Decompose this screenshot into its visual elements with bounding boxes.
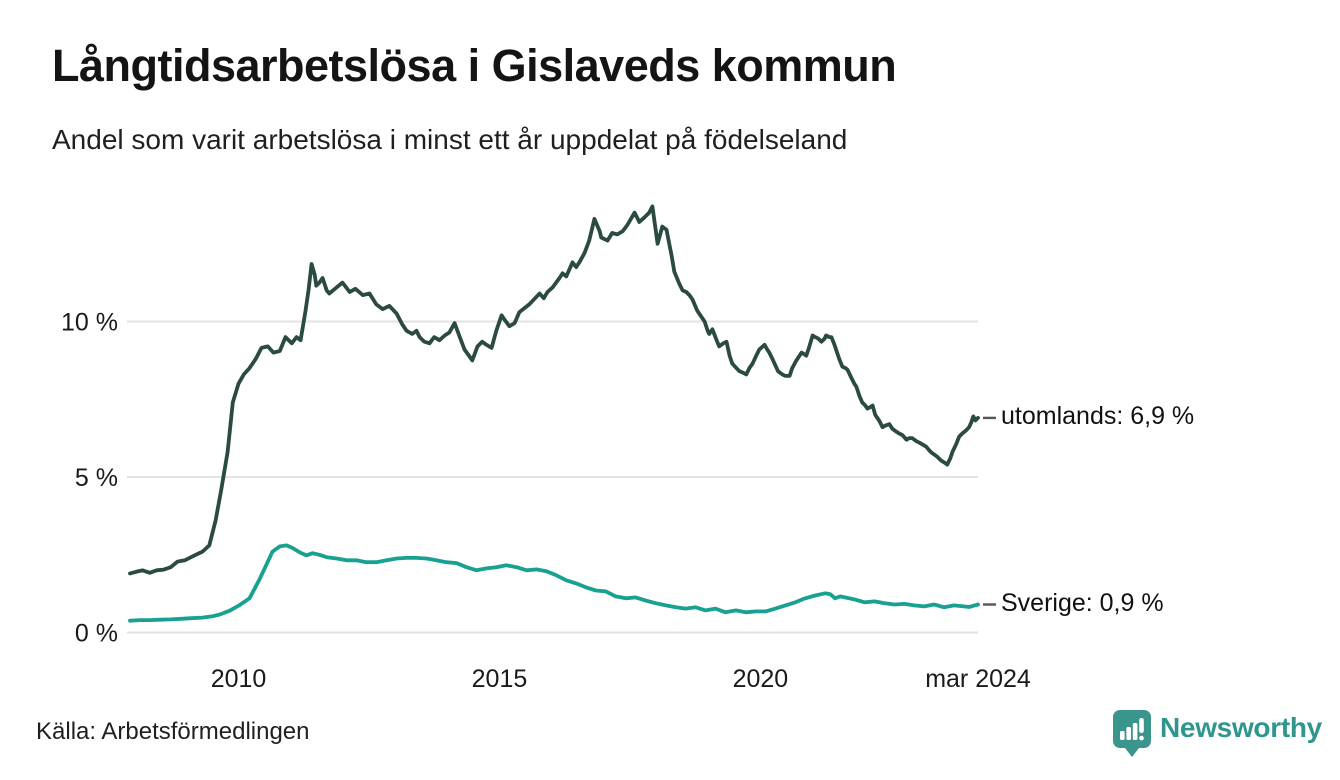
x-tick-label: mar 2024 bbox=[925, 665, 1031, 693]
y-tick-label: 0 % bbox=[75, 620, 118, 648]
chart-subtitle: Andel som varit arbetslösa i minst ett å… bbox=[52, 124, 848, 155]
x-tick-label: 2010 bbox=[211, 665, 267, 693]
series-end-label-utomlands: utomlands: 6,9 % bbox=[1001, 401, 1195, 430]
newsworthy-logo: Newsworthy bbox=[1113, 706, 1322, 758]
source-note: Källa: Arbetsförmedlingen bbox=[36, 718, 310, 745]
series-line-utomlands bbox=[128, 204, 980, 576]
page-title: Långtidsarbetslösa i Gislaveds kommun bbox=[52, 40, 897, 91]
series-line-sverige bbox=[128, 543, 980, 623]
x-tick-label: 2015 bbox=[472, 665, 528, 693]
y-tick-label: 5 % bbox=[75, 464, 118, 492]
y-tick-label: 10 % bbox=[61, 309, 118, 337]
x-tick-label: 2020 bbox=[733, 665, 789, 693]
series-end-label-sverige: Sverige: 0,9 % bbox=[1001, 588, 1164, 617]
newsworthy-wordmark: Newsworthy bbox=[1160, 712, 1322, 743]
newsworthy-bubble-chart-icon bbox=[1113, 710, 1151, 757]
